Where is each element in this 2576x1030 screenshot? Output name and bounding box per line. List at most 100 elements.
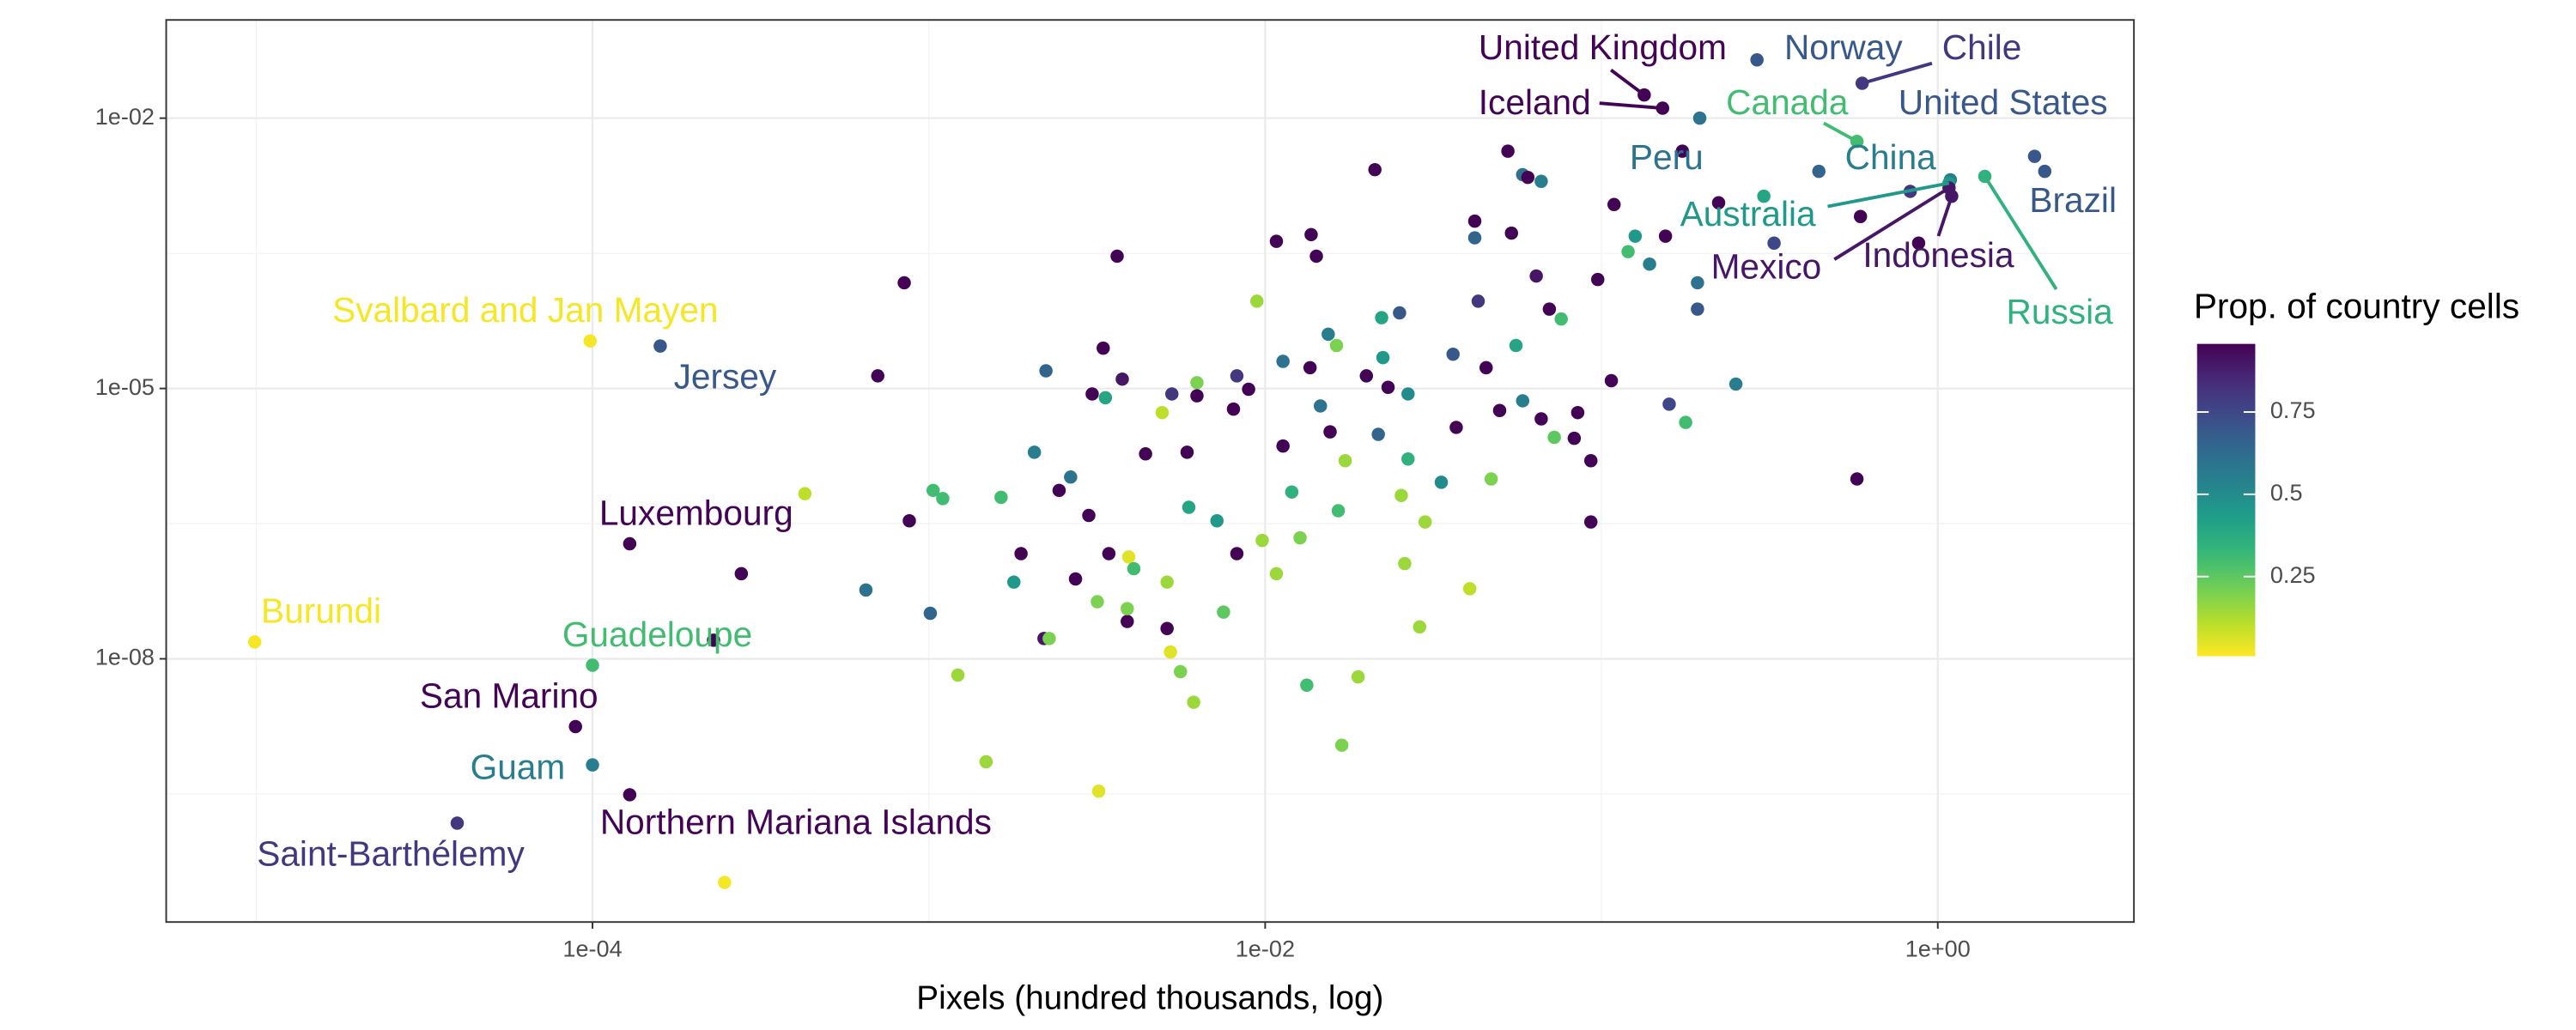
point-label: Saint-Barthélemy (257, 833, 525, 873)
point (1190, 389, 1204, 403)
grid (166, 20, 2135, 923)
point (1180, 445, 1194, 459)
point (1529, 269, 1543, 283)
point-label: Brazil (2029, 180, 2117, 220)
colorbar-tick-label: 0.25 (2270, 561, 2316, 588)
leader-line (1822, 121, 1858, 143)
point (1467, 231, 1482, 245)
point-label: Australia (1680, 194, 1816, 233)
point (1446, 347, 1460, 361)
point-label: Chile (1942, 27, 2022, 67)
point (1097, 341, 1110, 355)
point (1521, 170, 1535, 185)
point (994, 490, 1008, 505)
y-tick-label: 1e-08 (95, 644, 155, 670)
point (1621, 245, 1635, 258)
point (1230, 369, 1244, 383)
colorbar-tick-label: 0.5 (2270, 479, 2303, 506)
point (1554, 312, 1568, 326)
point (951, 668, 965, 682)
point (568, 719, 582, 734)
point-label: Indonesia (1862, 235, 2014, 275)
point (1509, 338, 1523, 353)
annotations: United Kingdom Iceland Norway Chile Canada Un… (257, 27, 2117, 874)
point (1359, 369, 1374, 383)
point (1662, 397, 1676, 411)
point (586, 758, 599, 772)
point (1121, 550, 1136, 564)
point (1401, 452, 1415, 466)
x-axis-title: Pixels (hundred thousands, log) (916, 979, 1383, 1016)
point (1393, 306, 1406, 320)
point (1547, 430, 1561, 445)
point-label: Burundi (261, 591, 381, 631)
point (1449, 421, 1463, 434)
leader-line (1833, 186, 1950, 261)
point (1484, 472, 1498, 486)
point (1300, 678, 1314, 692)
point (1501, 144, 1515, 158)
point (247, 635, 262, 649)
point (1293, 530, 1307, 545)
point (979, 754, 993, 769)
point (1542, 302, 1557, 316)
point (1767, 236, 1781, 251)
point (1812, 164, 1826, 179)
point (1115, 372, 1129, 386)
point (1163, 645, 1177, 659)
point-label: Canada (1726, 82, 1849, 122)
point (1269, 566, 1284, 581)
point (1242, 382, 1255, 397)
point (1583, 515, 1598, 529)
axes: 1e-04 1e-02 1e+00 1e-08 1e-05 1e-02 (95, 103, 1971, 961)
point (1567, 431, 1582, 445)
point (1401, 387, 1415, 401)
point-label: China (1845, 137, 1937, 177)
point-label: Guam (471, 748, 566, 787)
point (1068, 572, 1083, 586)
point (1381, 380, 1395, 394)
point (653, 339, 667, 353)
point (1255, 533, 1269, 548)
point (1042, 632, 1056, 645)
point (859, 583, 873, 597)
point (1371, 427, 1385, 441)
point (1091, 595, 1104, 609)
point (1182, 500, 1196, 514)
point (1085, 387, 1099, 401)
point (923, 606, 938, 621)
leader-line (1862, 61, 1933, 85)
point (1728, 377, 1743, 391)
point (936, 492, 950, 506)
point (1304, 227, 1318, 242)
point (1321, 327, 1335, 342)
point (1064, 470, 1078, 484)
y-tick-label: 1e-02 (95, 103, 155, 130)
point (1014, 547, 1028, 560)
point (1121, 615, 1134, 628)
point-label: Russia (2007, 292, 2114, 331)
point (1334, 738, 1349, 752)
point (450, 816, 465, 830)
x-tick-label: 1e-04 (562, 935, 622, 961)
point (1711, 196, 1726, 210)
legend: Prop. of country cells 0.25 0.5 0.75 (2194, 287, 2519, 657)
point (718, 876, 732, 889)
point (1331, 504, 1346, 518)
point (1504, 226, 1518, 240)
point (1368, 162, 1382, 177)
point (1434, 476, 1449, 489)
point (1853, 209, 1868, 223)
point (1303, 360, 1317, 375)
point (1413, 620, 1427, 634)
point (1082, 508, 1096, 523)
point (1607, 197, 1621, 212)
point (1911, 236, 1926, 251)
point (2038, 164, 2052, 179)
point (1174, 664, 1188, 679)
point (1027, 445, 1042, 459)
point (1155, 405, 1170, 420)
point (1471, 294, 1485, 308)
point (1375, 311, 1388, 324)
